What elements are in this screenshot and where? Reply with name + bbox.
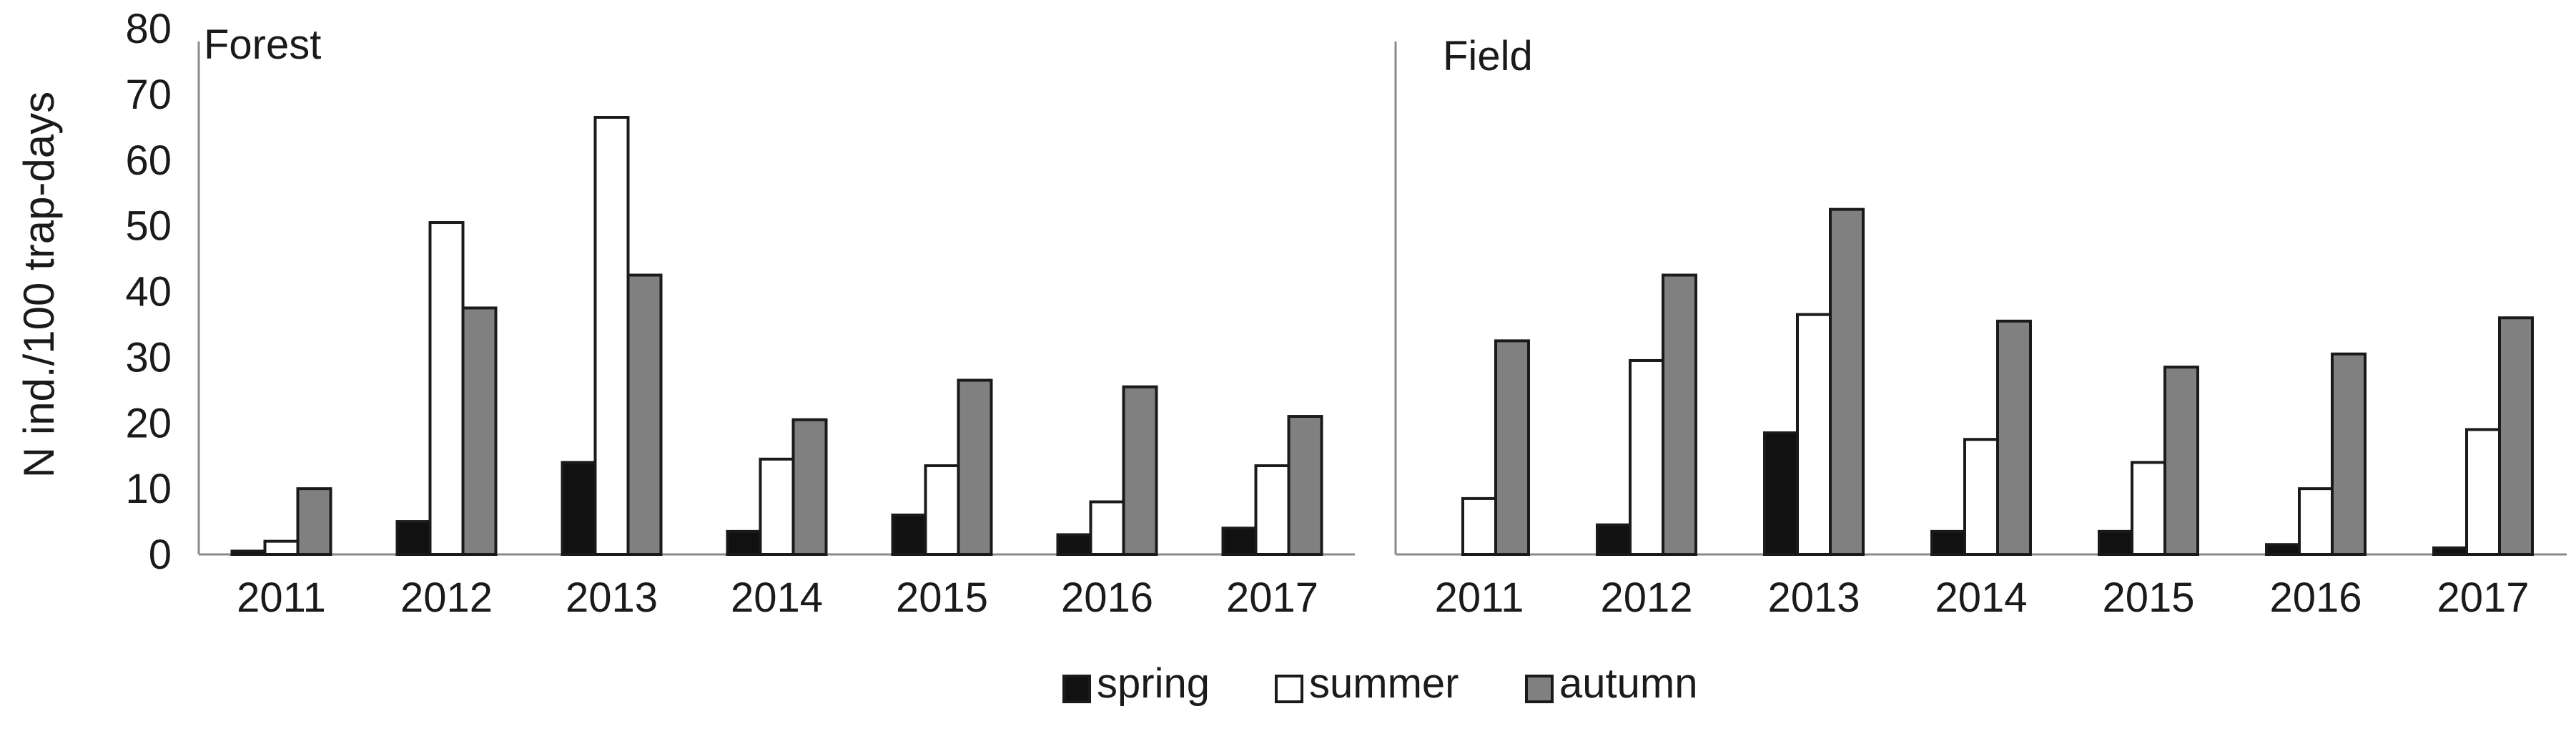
bar-autumn-2012 — [461, 306, 498, 556]
legend-item-spring: spring — [1062, 660, 1210, 707]
bar-spring-2017 — [2432, 546, 2468, 556]
bar-summer-2012 — [1629, 358, 1664, 556]
y-tick-label: 50 — [125, 203, 172, 250]
legend: spring summer autumn — [1062, 660, 1697, 707]
bar-autumn-2014 — [791, 418, 828, 556]
x-tick-label: 2016 — [1061, 574, 1153, 621]
bar-autumn-2011 — [296, 487, 332, 556]
bar-spring-2012 — [395, 520, 432, 556]
x-tick-label: 2014 — [731, 574, 823, 621]
x-tick-label: 2016 — [2269, 574, 2362, 621]
legend-swatch — [1062, 675, 1091, 703]
x-tick-label: 2012 — [400, 574, 493, 621]
bar-autumn-2013 — [1829, 207, 1865, 556]
legend-swatch — [1275, 675, 1303, 703]
bar-summer-2013 — [1796, 313, 1832, 556]
y-tick-label: 0 — [149, 532, 172, 578]
bar-summer-2015 — [924, 464, 960, 556]
y-tick-label: 20 — [125, 400, 172, 446]
bar-spring-2014 — [1930, 529, 1966, 556]
y-tick-label: 30 — [125, 334, 172, 381]
legend-item-autumn: autumn — [1525, 660, 1697, 707]
x-tick-label: 2014 — [1935, 574, 2027, 621]
panel-title: Field — [1443, 33, 1533, 79]
legend-label: summer — [1309, 660, 1459, 707]
bar-autumn-2017 — [1287, 415, 1323, 556]
x-tick-label: 2013 — [566, 574, 658, 621]
y-tick-label: 10 — [125, 466, 172, 512]
legend-swatch — [1525, 675, 1554, 703]
panels-layer: 0 10 20 30 40 50 60 70 80 Forest 2011 2012 2013 2014 2… — [125, 6, 2567, 621]
x-tick-label: 2011 — [1435, 574, 1524, 621]
bar-summer-2011 — [1461, 496, 1497, 556]
bar-autumn-2011 — [1494, 339, 1530, 556]
bar-summer-2017 — [2465, 428, 2501, 556]
bar-summer-2013 — [593, 116, 630, 556]
bar-summer-2012 — [428, 221, 465, 556]
panel-field: Field 2011 2012 2013 2014 2015 2016 2017 — [1394, 33, 2567, 621]
bar-spring-2014 — [726, 529, 762, 556]
x-tick-label: 2011 — [237, 574, 326, 621]
bar-summer-2016 — [2298, 487, 2334, 556]
y-axis-title: N ind./100 trap-days — [15, 92, 63, 478]
legend-label: spring — [1097, 660, 1210, 707]
bar-summer-2017 — [1254, 464, 1291, 556]
bar-spring-2017 — [1221, 527, 1258, 556]
bar-spring-2012 — [1596, 523, 1632, 556]
bar-spring-2013 — [561, 461, 597, 556]
x-tick-label: 2013 — [1767, 574, 1860, 621]
panel-forest: 0 10 20 30 40 50 60 70 80 Forest 2011 2012 2013 2014 2… — [125, 6, 1355, 621]
y-tick-label: 80 — [125, 6, 172, 52]
y-tick-label: 60 — [125, 137, 172, 184]
x-tick-label: 2015 — [896, 574, 988, 621]
bar-autumn-2017 — [2498, 316, 2534, 556]
bar-summer-2014 — [759, 457, 795, 556]
bar-autumn-2014 — [1996, 319, 2032, 556]
x-tick-label: 2017 — [1226, 574, 1318, 621]
bar-autumn-2015 — [957, 378, 993, 556]
y-tick-label: 70 — [125, 72, 172, 118]
bar-summer-2011 — [263, 539, 300, 556]
bar-spring-2016 — [1056, 533, 1092, 556]
y-tick-label: 40 — [125, 269, 172, 315]
bar-summer-2016 — [1089, 500, 1125, 556]
x-tick-label: 2015 — [2102, 574, 2194, 621]
bar-summer-2014 — [1963, 438, 1999, 556]
legend-item-summer: summer — [1275, 660, 1459, 707]
bar-autumn-2012 — [1662, 273, 1697, 556]
panel-title: Forest — [204, 21, 321, 68]
bar-summer-2015 — [2131, 461, 2166, 556]
bar-autumn-2015 — [2163, 366, 2199, 556]
bar-autumn-2013 — [626, 273, 663, 556]
legend-label: autumn — [1559, 660, 1697, 707]
bar-spring-2013 — [1763, 431, 1799, 556]
bar-spring-2015 — [2098, 529, 2133, 556]
x-tick-label: 2017 — [2437, 574, 2529, 621]
x-tick-label: 2012 — [1600, 574, 1692, 621]
bar-autumn-2016 — [1122, 385, 1158, 556]
bar-spring-2015 — [891, 513, 927, 556]
bar-autumn-2016 — [2331, 352, 2367, 556]
bar-spring-2016 — [2265, 543, 2301, 556]
bar-spring-2011 — [230, 549, 267, 556]
